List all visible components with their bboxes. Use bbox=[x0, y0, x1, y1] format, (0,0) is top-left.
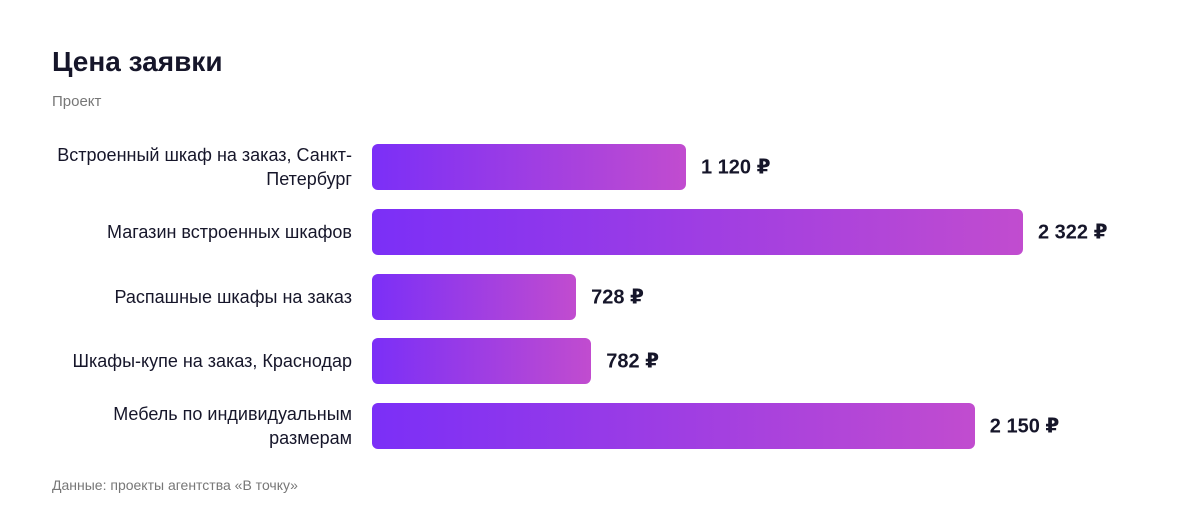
category-label: Магазин встроенных шкафов bbox=[107, 221, 352, 242]
source-note: Данные: проекты агентства «В точку» bbox=[52, 477, 298, 493]
value-label: 782 ₽ bbox=[606, 350, 660, 373]
category-label: Шкафы-купе на заказ, Краснодар bbox=[72, 351, 353, 372]
chart-subtitle: Проект bbox=[52, 93, 102, 110]
bar bbox=[372, 338, 592, 385]
bar bbox=[372, 273, 577, 320]
category-label: Распашные шкафы на заказ bbox=[114, 286, 352, 307]
value-label: 2 150 ₽ bbox=[989, 415, 1060, 438]
value-label: 2 322 ₽ bbox=[1038, 221, 1108, 244]
value-label: 1 120 ₽ bbox=[701, 156, 771, 179]
bar bbox=[372, 144, 686, 190]
chart-title: Цена заявки bbox=[52, 46, 223, 77]
bar bbox=[372, 403, 975, 449]
category-label: Мебель по индивидуальным размерам bbox=[113, 404, 352, 448]
bar bbox=[372, 208, 1023, 255]
value-label: 728 ₽ bbox=[591, 286, 644, 308]
category-label: Встроенный шкаф на заказ, Санкт-Петербур… bbox=[57, 145, 352, 189]
